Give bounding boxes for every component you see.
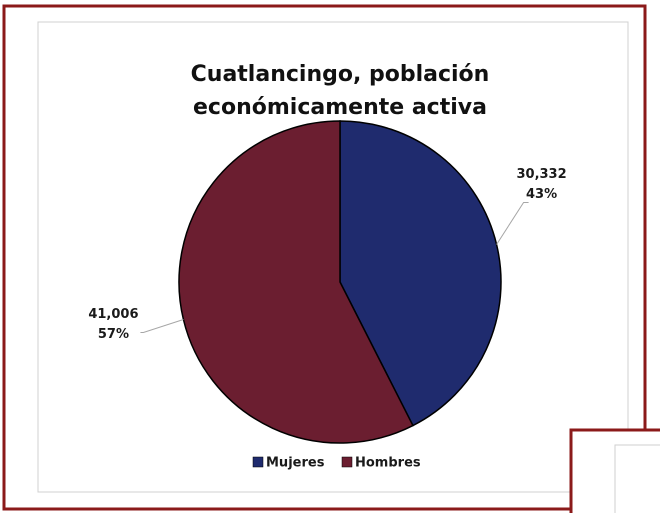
chart-title: Cuatlancingo, población económicamente a… (190, 62, 490, 120)
corner-panel (614, 444, 660, 513)
data-label: 30,332 (516, 167, 566, 182)
leader-line (496, 202, 529, 245)
legend-label: Hombres (355, 456, 421, 471)
legend-label: Mujeres (266, 456, 325, 471)
data-label: 41,006 (88, 307, 138, 322)
percent-label: 43% (526, 187, 557, 202)
pie-slice (339, 120, 502, 427)
legend-swatch (252, 456, 264, 468)
leader-line (140, 319, 184, 333)
percent-label: 57% (98, 327, 129, 342)
legend-swatch (341, 456, 353, 468)
pie-slice (178, 120, 414, 444)
